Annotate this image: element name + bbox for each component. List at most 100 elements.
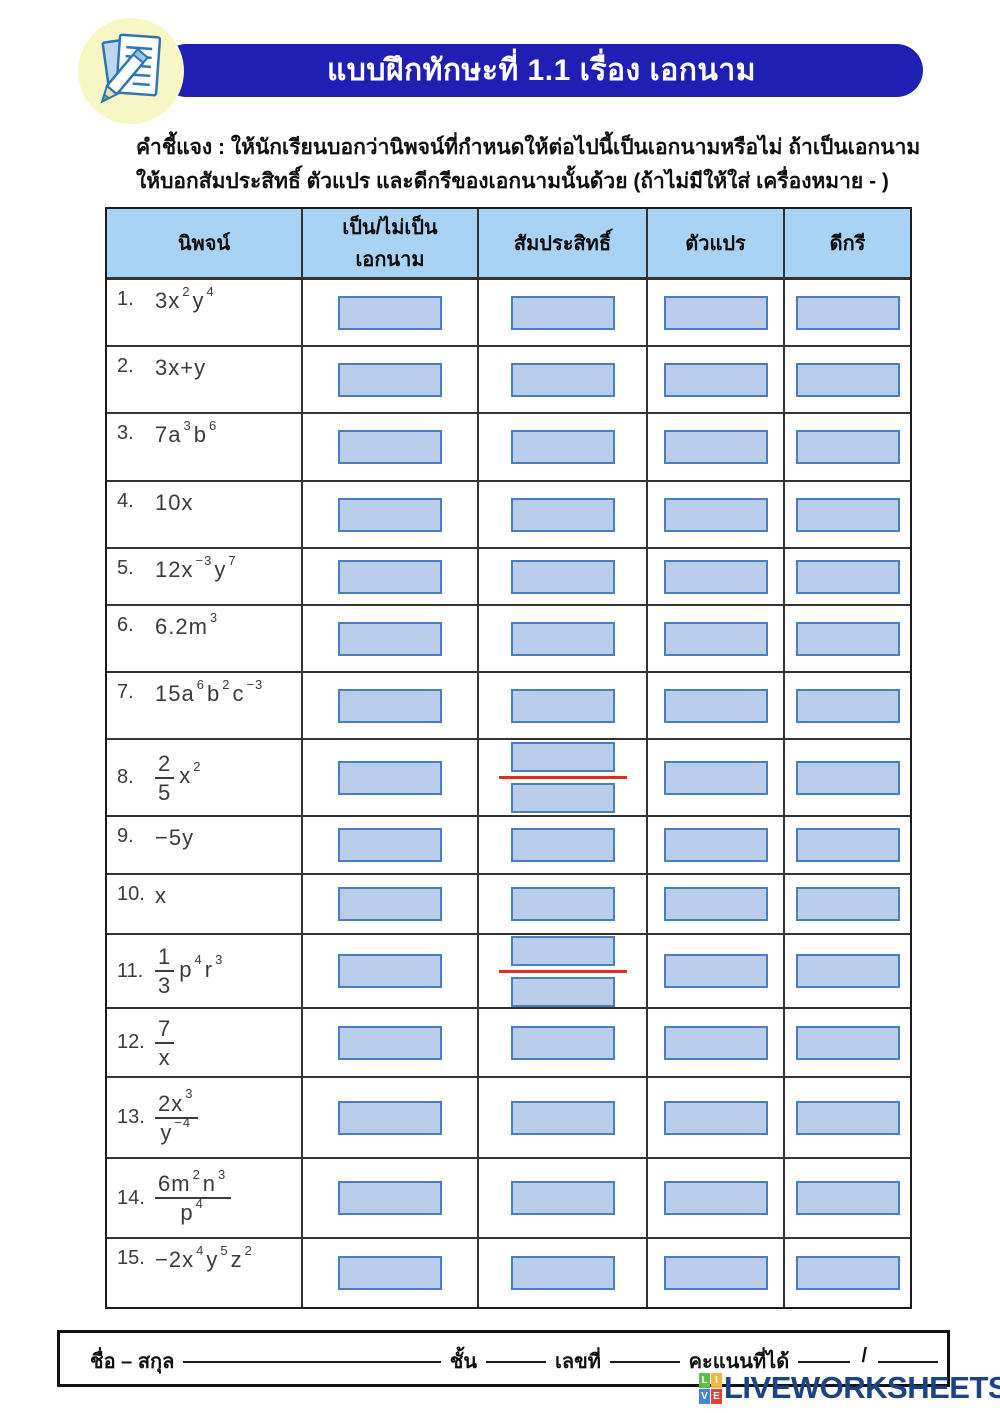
answer-box[interactable] xyxy=(510,887,615,921)
answer-box[interactable] xyxy=(663,621,768,656)
answer-box[interactable] xyxy=(795,430,900,464)
answer-box[interactable] xyxy=(338,887,442,921)
row-number: 13. xyxy=(117,1106,145,1128)
expression: −5y xyxy=(155,825,195,850)
answer-box[interactable] xyxy=(338,1256,442,1290)
answer-box[interactable] xyxy=(510,688,615,723)
answer-box[interactable] xyxy=(510,430,615,464)
answer-box[interactable] xyxy=(795,559,900,594)
answer-box[interactable] xyxy=(510,1025,615,1060)
fraction-denominator: y −4 xyxy=(160,1115,192,1145)
answer-box[interactable] xyxy=(510,497,615,532)
answer-box[interactable] xyxy=(338,295,442,330)
is-monomial-cell xyxy=(303,1078,479,1159)
answer-box[interactable] xyxy=(510,1100,615,1135)
answer-box[interactable] xyxy=(510,828,615,862)
answer-box[interactable] xyxy=(510,295,615,330)
answer-box[interactable] xyxy=(795,497,900,532)
answer-box[interactable] xyxy=(663,1025,768,1060)
answer-box[interactable] xyxy=(663,1181,768,1215)
answer-box[interactable] xyxy=(338,430,442,464)
answer-box[interactable] xyxy=(338,497,442,532)
expression: 12x −3y 7 xyxy=(155,552,237,582)
answer-box[interactable] xyxy=(510,362,615,397)
answer-box[interactable] xyxy=(510,1181,615,1215)
is-monomial-cell xyxy=(303,347,479,414)
answer-box[interactable] xyxy=(795,362,900,397)
is-monomial-cell xyxy=(303,875,479,935)
row-number: 12. xyxy=(117,1031,145,1053)
answer-box[interactable] xyxy=(510,559,615,594)
answer-box[interactable] xyxy=(663,887,768,921)
answer-box[interactable] xyxy=(663,1256,768,1290)
answer-box[interactable] xyxy=(338,688,442,723)
variable-cell xyxy=(648,1239,785,1307)
degree-cell xyxy=(785,935,910,1009)
expression: −2x 4y 5z 2 xyxy=(155,1242,253,1272)
is-monomial-cell xyxy=(303,1009,479,1078)
answer-box[interactable] xyxy=(795,887,900,921)
answer-box[interactable] xyxy=(338,828,442,862)
answer-box[interactable] xyxy=(338,760,442,795)
answer-box[interactable] xyxy=(795,954,900,988)
expression: 10x xyxy=(155,490,194,515)
answer-box[interactable] xyxy=(663,954,768,988)
is-monomial-cell xyxy=(303,1159,479,1239)
answer-box[interactable] xyxy=(663,559,768,594)
answer-box[interactable] xyxy=(338,954,442,988)
expression-cell: 9. −5y xyxy=(107,817,303,875)
total-blank-line xyxy=(878,1345,938,1363)
variable-cell xyxy=(648,347,785,414)
answer-box[interactable] xyxy=(663,497,768,532)
answer-box[interactable] xyxy=(663,828,768,862)
answer-box[interactable] xyxy=(795,1025,900,1060)
answer-box[interactable] xyxy=(663,688,768,723)
answer-box[interactable] xyxy=(510,1256,615,1290)
fraction-numerator: 1 xyxy=(155,944,175,972)
expression: 3x 2y 4 xyxy=(155,283,215,313)
table-body: 1. 3x 2y 4 2. 3x+y 3. 7a 3b 6 4. 10x 5. 12x −3y 7 6. 6.2m… xyxy=(107,280,910,1307)
answer-box[interactable] xyxy=(795,760,900,795)
variable-cell xyxy=(648,549,785,606)
expression: 1 3 p 4r 3 xyxy=(155,944,225,998)
answer-box[interactable] xyxy=(338,1025,442,1060)
answer-box-denominator[interactable] xyxy=(510,783,615,813)
answer-box-denominator[interactable] xyxy=(510,976,615,1007)
answer-box[interactable] xyxy=(510,621,615,656)
header-is-monomial: เป็น/ไม่เป็น เอกนาม xyxy=(303,209,479,280)
answer-box[interactable] xyxy=(663,1100,768,1135)
answer-box[interactable] xyxy=(795,828,900,862)
answer-box-numerator[interactable] xyxy=(510,935,615,966)
answer-box[interactable] xyxy=(338,1181,442,1215)
answer-box[interactable] xyxy=(663,760,768,795)
answer-box[interactable] xyxy=(338,559,442,594)
class-label: ชั้น xyxy=(449,1351,478,1373)
answer-box-numerator[interactable] xyxy=(510,742,615,772)
logo-square-v: V xyxy=(699,1388,710,1404)
variable-cell xyxy=(648,606,785,673)
degree-cell xyxy=(785,347,910,414)
answer-box[interactable] xyxy=(795,621,900,656)
row-number: 3. xyxy=(117,422,134,444)
answer-box[interactable] xyxy=(795,1100,900,1135)
answer-box[interactable] xyxy=(795,1181,900,1215)
answer-box[interactable] xyxy=(663,295,768,330)
title-banner: แบบฝึกทักษะที่ 1.1 เรื่อง เอกนาม xyxy=(160,44,923,97)
coefficient-cell xyxy=(479,1159,648,1239)
coefficient-cell xyxy=(479,673,648,740)
degree-cell xyxy=(785,482,910,549)
score-slash: / xyxy=(861,1345,868,1367)
degree-cell xyxy=(785,1009,910,1078)
answer-box[interactable] xyxy=(338,621,442,656)
answer-box[interactable] xyxy=(795,688,900,723)
answer-box[interactable] xyxy=(663,430,768,464)
number-blank-line xyxy=(609,1345,680,1363)
answer-box[interactable] xyxy=(338,1100,442,1135)
is-monomial-cell xyxy=(303,606,479,673)
answer-box[interactable] xyxy=(663,362,768,397)
answer-box[interactable] xyxy=(795,1256,900,1290)
answer-box[interactable] xyxy=(795,295,900,330)
coefficient-cell xyxy=(479,1239,648,1307)
coefficient-cell xyxy=(479,347,648,414)
answer-box[interactable] xyxy=(338,362,442,397)
